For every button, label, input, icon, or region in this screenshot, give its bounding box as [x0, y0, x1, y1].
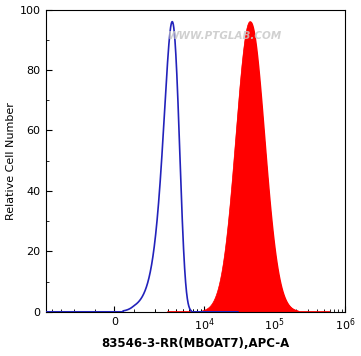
Y-axis label: Relative Cell Number: Relative Cell Number — [5, 102, 16, 220]
X-axis label: 83546-3-RR(MBOAT7),APC-A: 83546-3-RR(MBOAT7),APC-A — [101, 337, 290, 350]
Text: WWW.PTGLAB.COM: WWW.PTGLAB.COM — [168, 31, 282, 41]
